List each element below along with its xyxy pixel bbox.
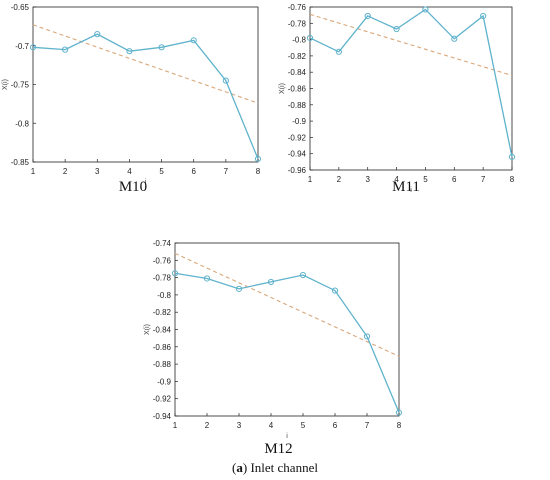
data-point [126,48,133,55]
trend-line [309,13,513,76]
data-point [422,6,429,13]
x-tick-label: 8 [510,175,515,184]
y-tick-label: -0.86 [288,85,307,94]
y-tick-label: -0.7 [15,42,29,51]
y-tick-label: -0.84 [153,326,172,335]
y-tick-label: -0.78 [153,274,172,283]
x-tick-label: 6 [333,421,338,430]
y-tick-label: -0.9 [292,117,306,126]
data-point [363,333,371,340]
data-point [254,155,262,162]
panel-caption-m11: M11 [392,179,420,195]
data-point [299,271,307,279]
x-tick-label: 8 [256,167,261,176]
y-tick-label: -0.82 [153,308,172,317]
x-tick-label: 3 [237,421,242,430]
series-line [32,33,259,160]
series-line [309,8,513,158]
data-point [395,409,403,416]
y-tick-label: -0.9 [157,377,171,386]
figure-caption: (a) Inlet channel [232,460,318,475]
y-tick-label: -0.8 [292,36,306,45]
trend-line [174,252,400,357]
x-axis-label: i [286,433,288,440]
figure-caption-label: a [236,460,243,475]
y-tick-label: -0.86 [153,343,172,352]
x-axis-label: i [145,179,147,186]
data-point [364,12,371,20]
y-tick-label: -0.88 [288,101,307,110]
y-tick-label: -0.94 [153,412,172,421]
y-axis-label: X(i) [279,83,286,94]
y-tick-label: -0.8 [157,291,171,300]
chart-m10: 1 2 3 4 5 6 7 8 -0.85 -0.8 -0.75 -0.7 -0.65 i X(i) [2,3,262,186]
data-point [508,153,516,161]
x-tick-label: 2 [205,421,210,430]
y-tick-label: -0.75 [11,81,30,90]
x-tick-label: 4 [394,175,399,184]
x-axis-label: i [410,187,412,194]
x-tick-label: 7 [365,421,370,430]
x-tick-label: 3 [95,167,100,176]
data-point [190,37,197,44]
data-point [331,287,339,294]
x-tick-label: 3 [365,175,370,184]
data-point [62,46,69,53]
y-tick-label: -0.65 [11,3,30,12]
data-point [29,44,37,51]
y-tick-label: -0.92 [153,395,172,404]
y-tick-label: -0.88 [153,360,172,369]
x-tick-label: 1 [308,175,313,184]
y-tick-label: -0.76 [153,256,172,265]
y-tick-label: -0.76 [288,3,307,12]
series-line [174,272,400,413]
trend-line [32,24,259,104]
data-point [267,278,275,286]
x-tick-label: 7 [481,175,486,184]
data-point [335,48,342,55]
y-tick-label: -0.82 [288,52,307,61]
data-point [203,275,211,282]
x-tick-label: 6 [452,175,457,184]
x-tick-label: 6 [191,167,196,176]
y-tick-label: -0.8 [15,119,29,128]
data-point [158,44,165,51]
figure-caption-text: Inlet channel [250,460,318,475]
data-point [393,25,400,33]
x-tick-label: 8 [397,421,402,430]
y-tick-label: -0.84 [288,68,307,77]
y-tick-label: -0.85 [11,158,30,167]
plot-frame [309,6,513,171]
x-tick-label: 5 [423,175,428,184]
x-tick-label: 5 [159,167,164,176]
panel-caption-m10: M10 [118,179,148,195]
y-axis-label: X(i) [2,79,9,90]
panel-caption-m12: M12 [264,441,293,457]
plot-frame [32,6,259,163]
y-tick-label: -0.96 [288,166,307,175]
data-point [235,285,243,292]
y-tick-label: -0.94 [288,150,307,159]
x-tick-label: 1 [173,421,178,430]
data-point [94,31,101,38]
x-tick-label: 5 [301,421,306,430]
y-tick-label: -0.92 [288,133,307,142]
chart-m11: 1 2 3 4 5 6 7 8 -0.96 -0.94 -0.92 -0.9 -0.88 -0.86 -0.… [279,3,516,194]
y-tick-label: -0.74 [153,239,172,248]
data-point [480,12,487,20]
data-point [306,34,314,42]
x-tick-label: 2 [63,167,68,176]
x-tick-label: 1 [31,167,36,176]
x-tick-label: 7 [224,167,229,176]
y-tick-label: -0.78 [288,19,307,28]
data-point [222,77,229,84]
data-point [451,35,458,42]
chart-m12: 1 2 3 4 5 6 7 8 -0.94 -0.92 -0.9 -0.88 -0.86 -0.84 -0.… [144,239,403,440]
x-tick-label: 2 [337,175,342,184]
x-tick-label: 4 [269,421,274,430]
data-point [171,270,179,277]
x-tick-label: 4 [127,167,132,176]
y-axis-label: X(i) [144,324,151,335]
